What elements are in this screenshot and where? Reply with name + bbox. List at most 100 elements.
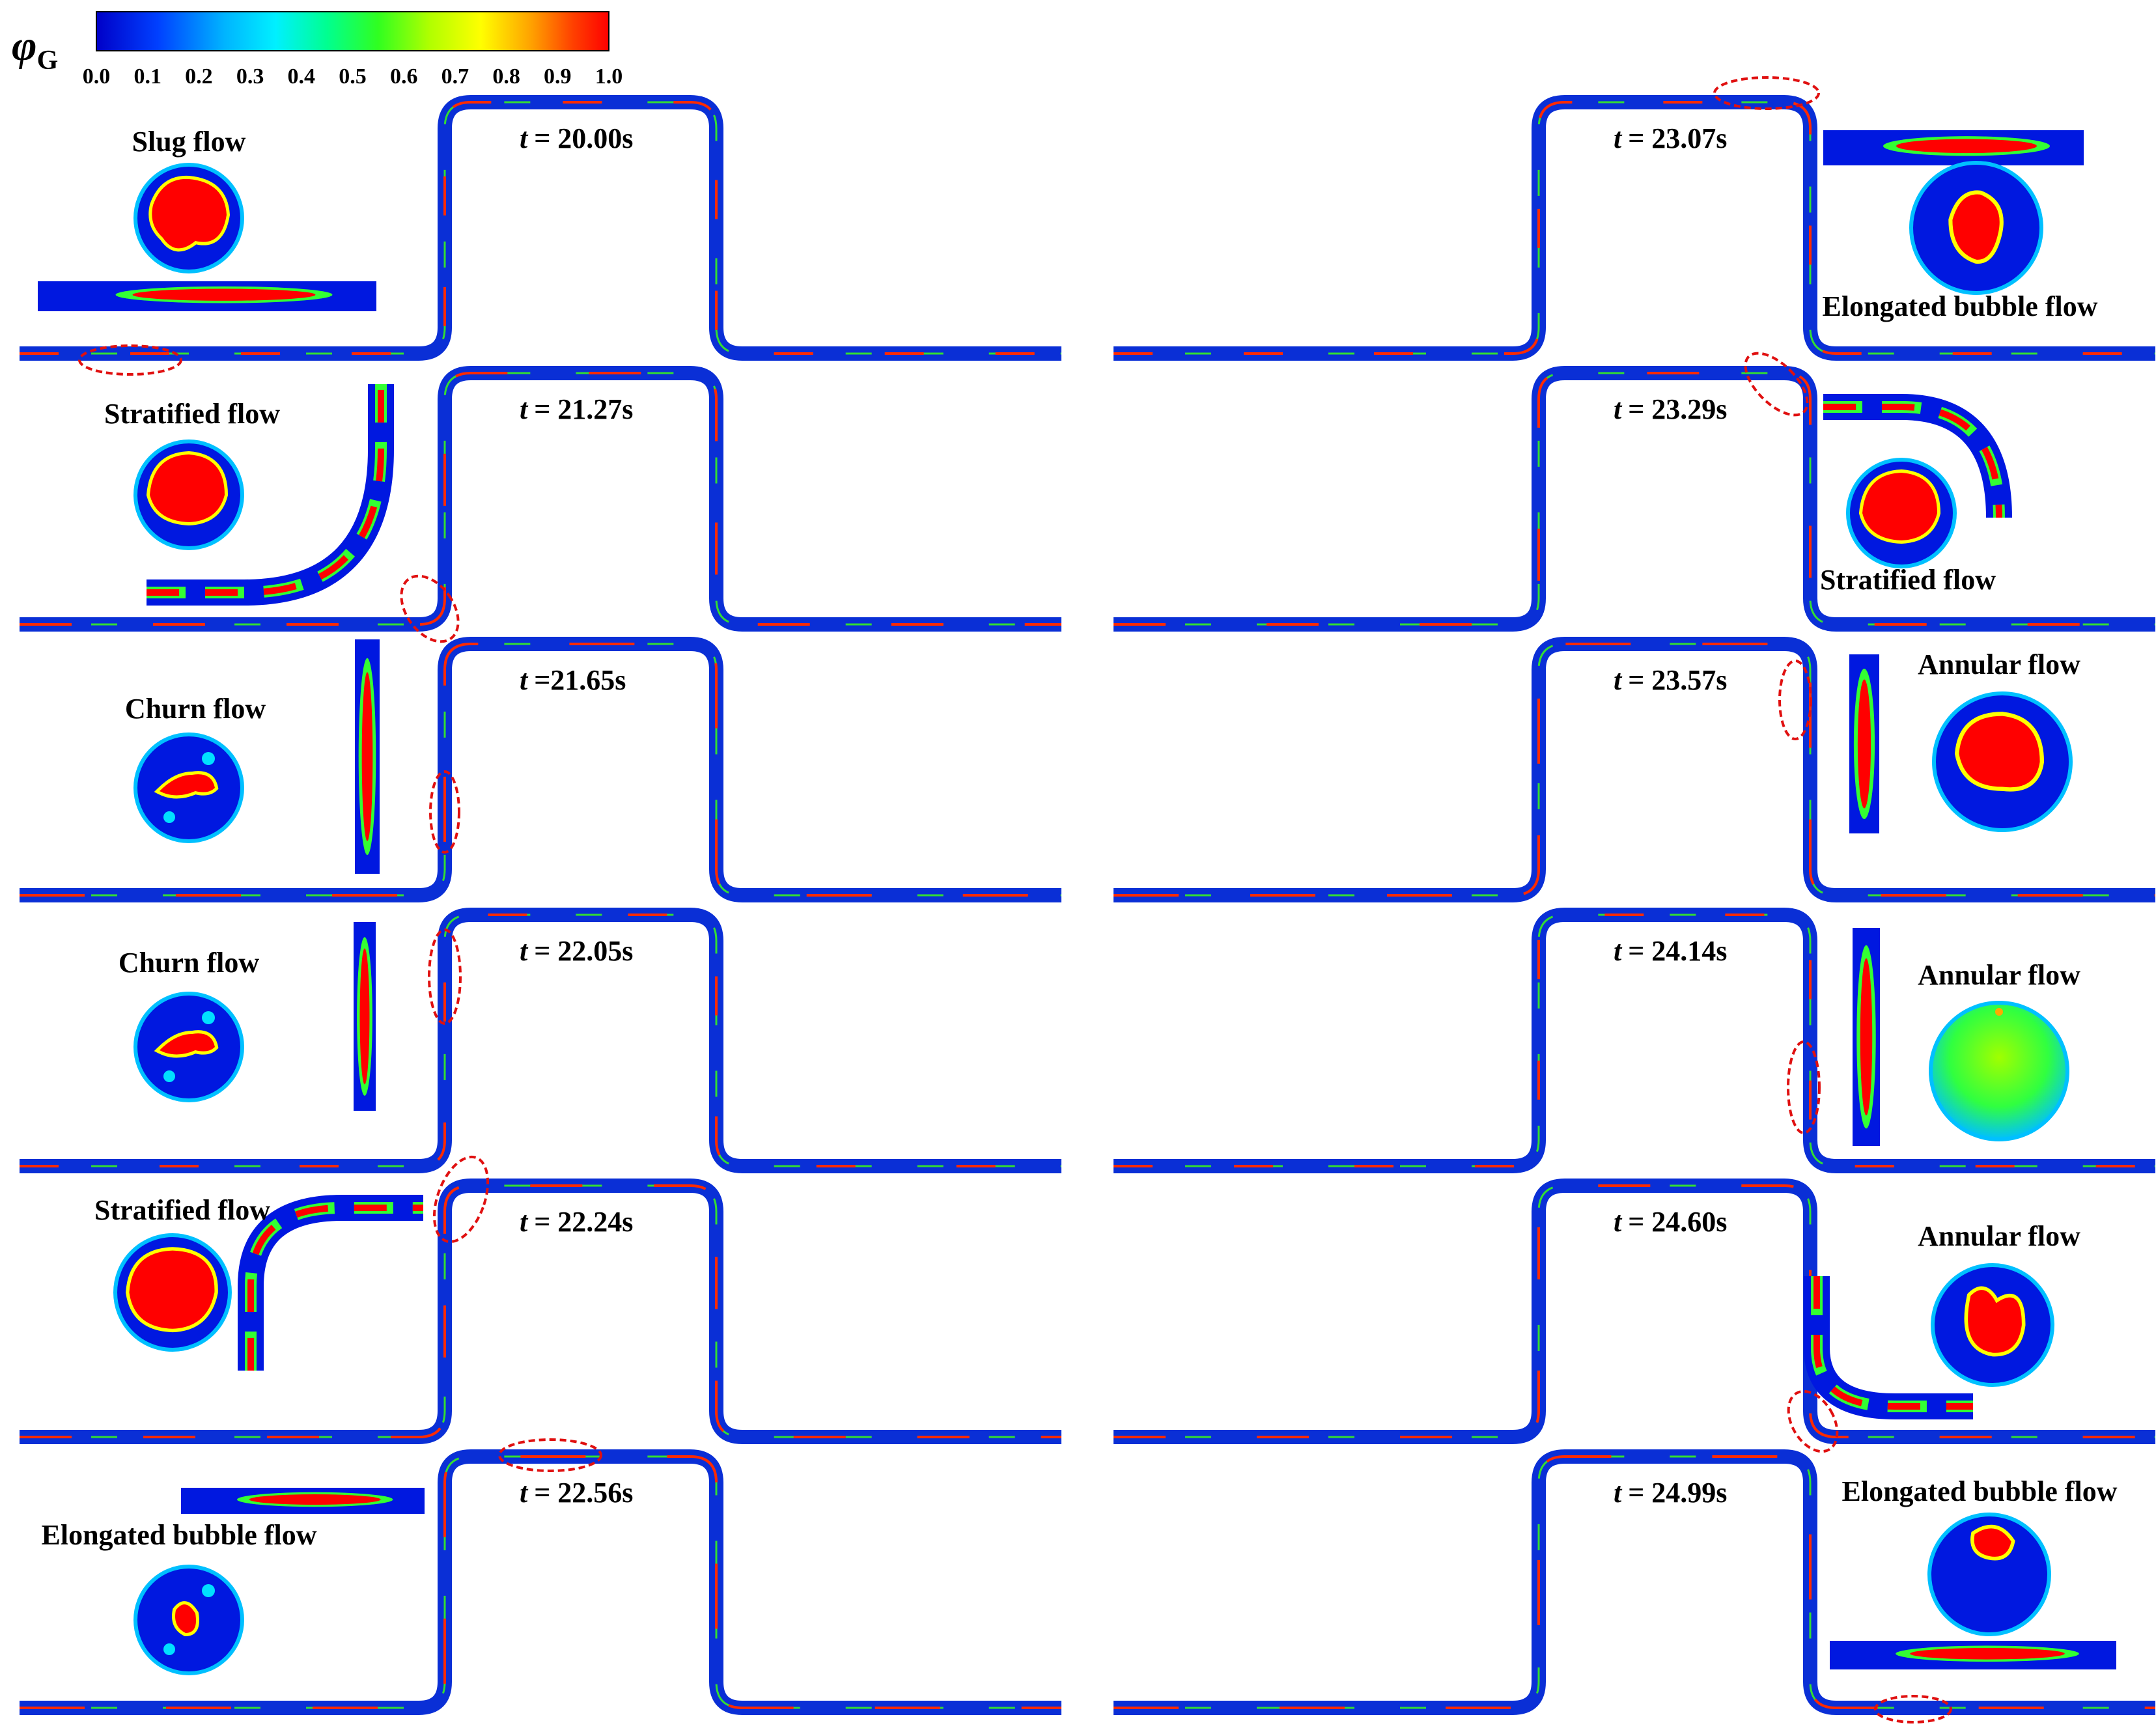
zoom-region-ellipse — [1744, 352, 1809, 417]
gas-bubble — [202, 752, 215, 765]
colorbar-symbol: φG — [12, 22, 58, 76]
flow-pattern-label: Annular flow — [1918, 649, 2080, 680]
flow-pattern-label: Stratified flow — [104, 398, 280, 430]
gas-bubble — [163, 1070, 175, 1082]
zoom-region-ellipse — [1787, 1389, 1839, 1453]
zoom-region-ellipse — [1713, 76, 1820, 110]
gas-slug — [1896, 139, 2037, 154]
gas-core — [1968, 1290, 2022, 1353]
gas-core — [175, 1604, 196, 1633]
time-label: t =21.65s — [520, 664, 626, 696]
colorbar-tick-label: 1.0 — [595, 64, 623, 89]
time-label: t = 24.60s — [1614, 1206, 1727, 1238]
gas-core — [129, 1250, 215, 1329]
pipe-gas-slugs — [1113, 1184, 2155, 1438]
pipe-interface — [20, 372, 1061, 626]
pipe-gas-slugs — [20, 101, 1061, 355]
gas-slug — [1857, 679, 1871, 809]
gas-core — [152, 178, 227, 249]
zoom-bend-gas — [247, 1205, 423, 1371]
time-label: t = 23.57s — [1614, 664, 1727, 696]
panels: t = 20.00s Slug flow t = 21.27s Stratified fl… — [20, 76, 2155, 1723]
zoom-region-ellipse — [400, 574, 460, 643]
gas-slug — [1910, 1648, 2065, 1660]
gas-slug — [1860, 958, 1873, 1116]
zoom-region-ellipse — [429, 770, 460, 854]
zoom-region-ellipse — [498, 1438, 602, 1472]
zoom-region-ellipse — [428, 928, 462, 1025]
colorbar-tick-label: 0.7 — [441, 64, 469, 89]
time-label: t = 22.56s — [520, 1477, 633, 1509]
gas-slug — [132, 288, 316, 301]
time-label: t = 23.07s — [1614, 122, 1727, 154]
pipe-interface — [1113, 914, 2155, 1167]
gas-slug — [249, 1494, 381, 1505]
pipe-gas-slugs — [20, 372, 1061, 626]
gas-bubble — [163, 1643, 175, 1655]
gas-slug — [359, 948, 370, 1085]
pipe-gas-slugs — [20, 914, 1061, 1167]
pipe-gas-slugs — [1113, 372, 2155, 626]
flow-pattern-label: Stratified flow — [1820, 564, 1996, 596]
colorbar-tick-label: 0.6 — [390, 64, 418, 89]
zoom-region-ellipse — [1874, 1695, 1952, 1723]
colorbar-tick-label: 0.8 — [492, 64, 520, 89]
panel: t = 22.05s Churn flow — [20, 908, 1061, 1173]
gas-slug — [361, 672, 373, 841]
flow-pattern-label: Annular flow — [1918, 959, 2080, 991]
gas-core — [1952, 194, 2000, 260]
flow-pattern-label: Elongated bubble flow — [1842, 1475, 2118, 1507]
gas-core — [1959, 716, 2040, 788]
colorbar-tick-label: 0.0 — [83, 64, 111, 89]
zoom-region-ellipse — [1787, 1040, 1821, 1134]
panel: t = 20.00s Slug flow — [20, 95, 1061, 376]
time-label: t = 24.14s — [1614, 935, 1727, 967]
pipe-gas-slugs — [1113, 101, 2155, 355]
panel: t = 23.07s Elongated bubble flow — [1113, 76, 2155, 361]
gas-bubble — [202, 1011, 215, 1024]
zoom-bend-gas — [147, 384, 384, 596]
panel: t = 24.14s Annular flow — [1113, 908, 2155, 1173]
flow-pattern-label: Stratified flow — [94, 1194, 270, 1226]
panel: t = 21.27s Stratified flow — [20, 366, 1061, 643]
colorbar-tick-label: 0.1 — [133, 64, 161, 89]
flow-pattern-label: Elongated bubble flow — [1823, 290, 2098, 322]
gas-dot — [1995, 1008, 2003, 1016]
flow-pattern-label: Churn flow — [125, 693, 266, 725]
pipe-interface — [1113, 1455, 2155, 1709]
panel: t = 22.24s Stratified flow — [20, 1155, 1061, 1444]
flow-pattern-label: Churn flow — [119, 947, 260, 979]
colorbar-ticks: 0.0 0.1 0.2 0.3 0.4 0.5 0.6 0.7 0.8 0.9 1.0 — [83, 64, 623, 89]
time-label: t = 20.00s — [520, 122, 633, 154]
zoom-bend-gas — [1813, 1276, 1973, 1410]
panel: t = 24.99s Elongated bubble flow — [1113, 1449, 2155, 1723]
colorbar-tick-label: 0.9 — [544, 64, 572, 89]
colorbar-tick-label: 0.2 — [185, 64, 213, 89]
time-label: t = 22.05s — [520, 935, 633, 967]
colorbar-tick-label: 0.4 — [288, 64, 316, 89]
gas-core — [150, 454, 225, 522]
time-label: t = 22.24s — [520, 1206, 633, 1238]
colorbar-gradient — [96, 11, 609, 51]
colorbar: φG 0.0 0.1 0.2 0.3 0.4 0.5 0.6 0.7 0.8 0.9 1.0 — [12, 11, 623, 89]
gas-bubble — [163, 811, 175, 823]
panel: t =21.65s Churn flow — [20, 637, 1061, 902]
panel: t = 23.29s Stratified flow — [1113, 352, 2155, 632]
gas-bubble — [202, 1584, 215, 1597]
pipe-gas-slugs — [1113, 643, 2155, 897]
gas-core — [1862, 473, 1937, 540]
flow-pattern-label: Slug flow — [132, 126, 246, 158]
zoom-region-ellipse — [78, 344, 182, 376]
pipe-gas-slugs — [20, 643, 1061, 897]
colorbar-tick-label: 0.3 — [236, 64, 264, 89]
gas-core — [1974, 1528, 2011, 1557]
panel: t = 22.56s Elongated bubble flow — [20, 1438, 1061, 1715]
panel: t = 23.57s Annular flow — [1113, 637, 2155, 902]
pipe-gas-slugs — [20, 1455, 1061, 1709]
cross-section-disc — [1927, 1513, 2051, 1636]
time-label: t = 24.99s — [1614, 1477, 1727, 1509]
time-label: t = 21.27s — [520, 393, 633, 425]
flow-pattern-label: Annular flow — [1918, 1220, 2080, 1252]
zoom-region-ellipse — [432, 1155, 490, 1244]
